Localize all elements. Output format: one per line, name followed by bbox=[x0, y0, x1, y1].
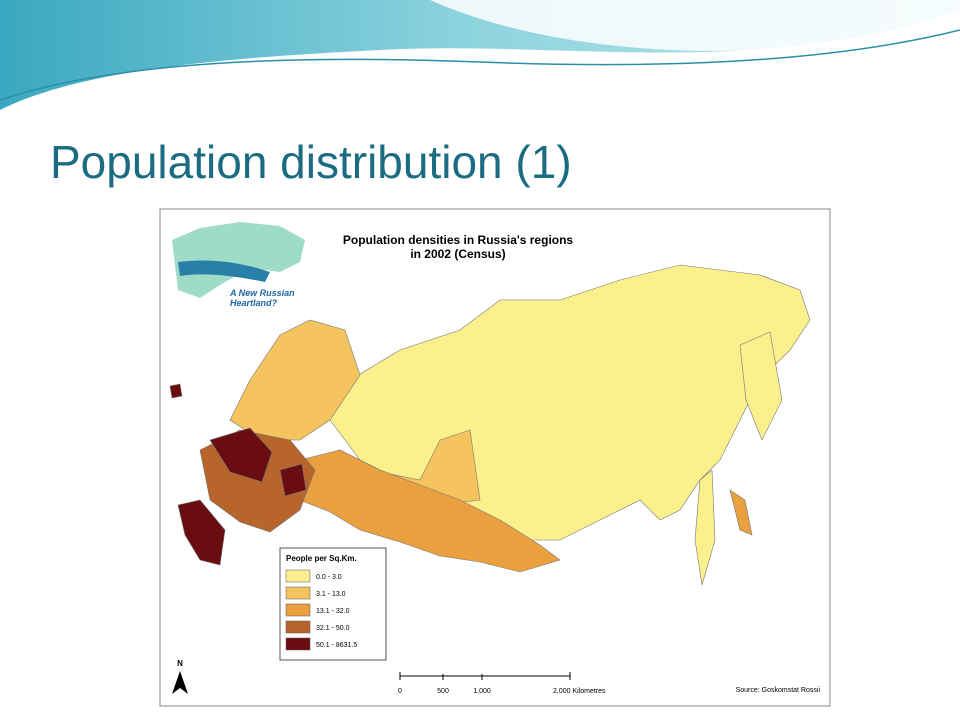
legend-swatch bbox=[285, 586, 311, 600]
region bbox=[177, 499, 226, 566]
legend-items: 0.0 - 3.0 3.1 - 13.0 13.1 - 32.0 32.1 - 50.… bbox=[285, 569, 357, 651]
legend-label: 50.1 - 8631.5 bbox=[316, 642, 357, 649]
inset-band bbox=[178, 260, 270, 282]
inset-label: A New Russian Heartland? bbox=[229, 288, 295, 308]
legend-swatch bbox=[285, 569, 311, 583]
slide-title: Population distribution (1) bbox=[50, 136, 572, 188]
map-title-line: Population densities in Russia's regions bbox=[343, 233, 574, 247]
region bbox=[169, 383, 183, 399]
map-title-line: in 2002 (Census) bbox=[410, 247, 505, 261]
scale-label: 2,000 Kilometres bbox=[553, 688, 606, 695]
source: Source: Goskomstat Rossii bbox=[736, 687, 821, 694]
legend-label: 13.1 - 32.0 bbox=[316, 608, 350, 615]
header-line bbox=[0, 29, 960, 101]
legend-swatch bbox=[285, 620, 311, 634]
inset-map bbox=[172, 222, 305, 298]
scale-label: 500 bbox=[437, 688, 449, 695]
inset-label-line: A New Russian bbox=[229, 288, 295, 298]
regions bbox=[169, 264, 811, 586]
north-arrow bbox=[172, 671, 188, 694]
legend-swatch bbox=[285, 603, 311, 617]
scale-bar bbox=[399, 672, 571, 680]
header-wave-light bbox=[430, 0, 960, 51]
map-title: Population densities in Russia's regions… bbox=[343, 233, 574, 261]
region bbox=[739, 331, 783, 441]
region bbox=[299, 449, 561, 573]
region bbox=[209, 427, 273, 483]
legend-label: 3.1 - 13.0 bbox=[316, 591, 346, 598]
inset-label-line: Heartland? bbox=[230, 298, 278, 308]
scale-label: 1,000 bbox=[473, 688, 491, 695]
legend-title: People per Sq.Km. bbox=[286, 554, 357, 563]
legend-swatch bbox=[285, 637, 311, 651]
legend-label: 32.1 - 50.0 bbox=[316, 625, 350, 632]
scale-labels: 0 500 1,000 2,000 Kilometres bbox=[398, 688, 606, 695]
region bbox=[729, 489, 753, 536]
region bbox=[279, 463, 307, 497]
region bbox=[694, 469, 716, 586]
legend-label: 0.0 - 3.0 bbox=[316, 574, 342, 581]
north-label: N bbox=[177, 659, 183, 668]
scale-label: 0 bbox=[398, 688, 402, 695]
